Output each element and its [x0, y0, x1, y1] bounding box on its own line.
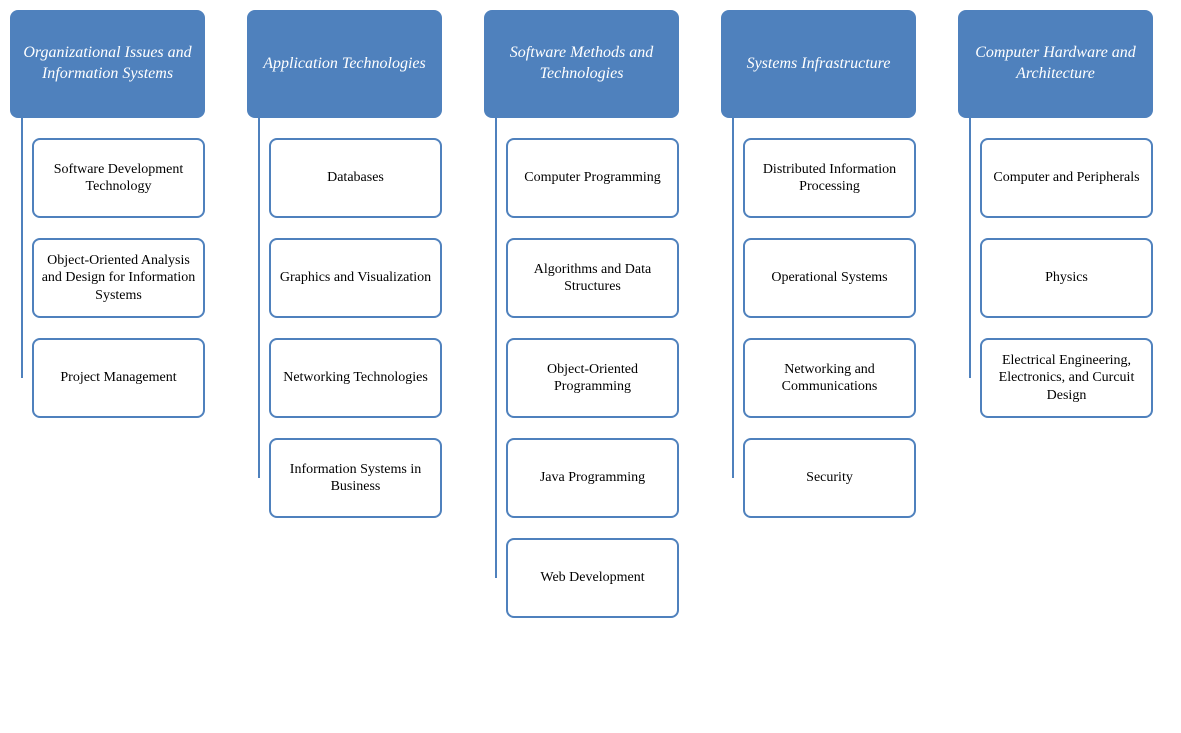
children-container: Computer Programming Algorithms and Data …	[506, 118, 679, 638]
topic-box: Computer Programming	[506, 138, 679, 218]
topic-box: Networking Technologies	[269, 338, 442, 418]
topic-box: Information Systems in Business	[269, 438, 442, 518]
topic-box: Distributed Information Processing	[743, 138, 916, 218]
connector-spine	[495, 118, 497, 578]
hierarchy-diagram: Organizational Issues and Information Sy…	[10, 10, 1171, 638]
category-header: Application Technologies	[247, 10, 442, 118]
tree-column: Software Methods and TechnologiesCompute…	[484, 10, 679, 638]
topic-box: Algorithms and Data Structures	[506, 238, 679, 318]
topic-box: Computer and Peripherals	[980, 138, 1153, 218]
topic-box: Graphics and Visualization	[269, 238, 442, 318]
tree-column: Systems InfrastructureDistributed Inform…	[721, 10, 916, 538]
topic-box: Project Management	[32, 338, 205, 418]
topic-box: Electrical Engineering, Electronics, and…	[980, 338, 1153, 418]
children-container: Distributed Information Processing Operat…	[743, 118, 916, 538]
tree-column: Computer Hardware and ArchitectureComput…	[958, 10, 1153, 438]
topic-box: Java Programming	[506, 438, 679, 518]
children-container: Computer and Peripherals Physics Electrica…	[980, 118, 1153, 438]
connector-spine	[21, 118, 23, 378]
topic-box: Software Development Technology	[32, 138, 205, 218]
category-header: Systems Infrastructure	[721, 10, 916, 118]
category-header: Organizational Issues and Information Sy…	[10, 10, 205, 118]
topic-box: Networking and Communications	[743, 338, 916, 418]
tree-column: Application Technologies Databases Graphic…	[247, 10, 442, 538]
topic-box: Physics	[980, 238, 1153, 318]
topic-box: Security	[743, 438, 916, 518]
topic-box: Operational Systems	[743, 238, 916, 318]
topic-box: Web Development	[506, 538, 679, 618]
topic-box: Object-Oriented Programming	[506, 338, 679, 418]
connector-spine	[969, 118, 971, 378]
children-container: Software Development Technology Object-Or…	[32, 118, 205, 438]
category-header: Software Methods and Technologies	[484, 10, 679, 118]
category-header: Computer Hardware and Architecture	[958, 10, 1153, 118]
tree-column: Organizational Issues and Information Sy…	[10, 10, 205, 438]
topic-box: Databases	[269, 138, 442, 218]
connector-spine	[258, 118, 260, 478]
connector-spine	[732, 118, 734, 478]
children-container: Databases Graphics and Visualization Netwo…	[269, 118, 442, 538]
topic-box: Object-Oriented Analysis and Design for …	[32, 238, 205, 318]
